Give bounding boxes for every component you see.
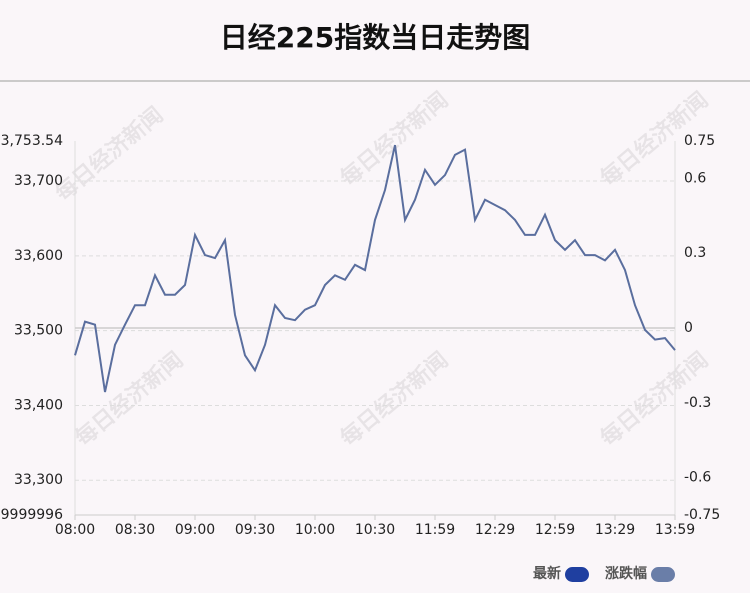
chart-title: 日经225指数当日走势图 [220, 21, 530, 54]
y-tick-label: 33,500 [14, 323, 63, 339]
y2-tick-label: 0.3 [684, 245, 706, 261]
price-line [74, 144, 676, 393]
y-tick-label: 33,300 [14, 472, 63, 488]
x-tick-label: 12:59 [535, 522, 575, 538]
legend-label: 涨跌幅 [605, 565, 647, 582]
y2-tick-label: -0.75 [684, 507, 720, 523]
x-tick-label: 11:59 [415, 522, 455, 538]
x-tick-label: 08:30 [115, 522, 155, 538]
legend-label: 最新 [533, 565, 561, 582]
y2-tick-label: 0.6 [684, 170, 706, 186]
y2-tick-label: -0.6 [684, 470, 711, 486]
y-tick-label: 33,753.54 [0, 133, 63, 149]
legend-swatch [565, 567, 589, 582]
watermark: 每日经济新闻 [50, 102, 168, 207]
x-tick-label: 10:00 [295, 522, 335, 538]
legend-swatch [651, 567, 675, 582]
y-tick-label: 33,253.5399999996 [0, 507, 63, 523]
watermark: 每日经济新闻 [70, 347, 188, 452]
y2-tick-label: 0 [684, 320, 693, 336]
y-tick-label: 33,600 [14, 248, 63, 264]
x-tick-label: 08:00 [55, 522, 95, 538]
y2-tick-label: -0.3 [684, 395, 711, 411]
watermark: 每日经济新闻 [335, 87, 453, 192]
x-tick-label: 09:00 [175, 522, 215, 538]
x-tick-label: 09:30 [235, 522, 275, 538]
x-tick-label: 13:59 [655, 522, 695, 538]
y-tick-label: 33,400 [14, 397, 63, 413]
watermark: 每日经济新闻 [335, 347, 453, 452]
x-tick-label: 12:29 [475, 522, 515, 538]
watermarks: 每日经济新闻 每日经济新闻 每日经济新闻 每日经济新闻 每日经济新闻 每日经济新… [50, 87, 713, 452]
y-tick-label: 33,700 [14, 173, 63, 189]
x-tick-label: 13:29 [595, 522, 635, 538]
x-tick-label: 10:30 [355, 522, 395, 538]
y2-tick-label: 0.75 [684, 133, 715, 149]
